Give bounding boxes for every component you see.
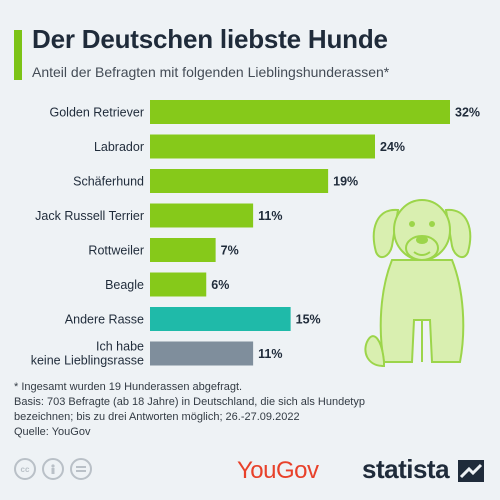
value-label: 11%: [258, 209, 282, 223]
bar-andere-rasse: [150, 307, 291, 331]
footnote-source: Quelle: YouGov: [14, 426, 91, 438]
bar-labrador: [150, 134, 375, 159]
category-label: Andere Rasse: [65, 313, 144, 327]
category-label: Schäferhund: [73, 175, 144, 189]
value-label: 11%: [258, 347, 282, 361]
bar-rottweiler: [150, 238, 216, 262]
category-label: Labrador: [94, 140, 144, 154]
cc-icon[interactable]: cc: [14, 458, 36, 480]
bar-golden-retriever: [150, 100, 450, 124]
statista-logo[interactable]: statista: [362, 454, 450, 484]
footnote-asterisk: * Ingesamt wurden 19 Hunderassen abgefra…: [14, 381, 243, 393]
bar-chart: Golden Retriever 32% Labrador 24% Schäferhun…: [31, 100, 480, 368]
value-label: 19%: [333, 175, 358, 189]
category-label: Jack Russell Terrier: [35, 209, 144, 223]
license-icons: cc: [14, 458, 92, 480]
bar-sch-ferhund: [150, 169, 329, 193]
equals-icon[interactable]: [70, 458, 92, 480]
statista-mark-icon: [458, 460, 484, 482]
bar-jack-russell-terrier: [150, 203, 254, 228]
value-label: 15%: [296, 313, 321, 327]
value-label: 32%: [455, 106, 480, 120]
category-label: Ich habe keine Lieblingsrasse: [31, 340, 144, 368]
bar-beagle: [150, 272, 207, 297]
footnote: * Ingesamt wurden 19 Hunderassen abgefra…: [14, 380, 484, 440]
footnote-basis-1: Basis: 703 Befragte (ab 18 Jahre) in Deu…: [14, 396, 365, 408]
person-icon[interactable]: [42, 458, 64, 480]
category-label: Rottweiler: [88, 244, 144, 258]
category-label: Beagle: [105, 278, 144, 292]
value-label: 7%: [221, 244, 239, 258]
chart-title: Der Deutschen liebste Hunde: [32, 24, 388, 54]
value-label: 24%: [380, 140, 405, 154]
yougov-logo[interactable]: YouGov: [237, 457, 319, 484]
category-label: Golden Retriever: [50, 106, 145, 120]
dog-illustration: [364, 199, 472, 368]
bar-ich-habe-keine-lieblingsrasse: [150, 341, 254, 366]
value-label: 6%: [211, 278, 229, 292]
chart-subtitle: Anteil der Befragten mit folgenden Liebl…: [32, 64, 390, 80]
footnote-basis-2: bezeichnen; bis zu drei Antworten möglic…: [14, 411, 300, 423]
title-accent-bar: [14, 30, 22, 80]
